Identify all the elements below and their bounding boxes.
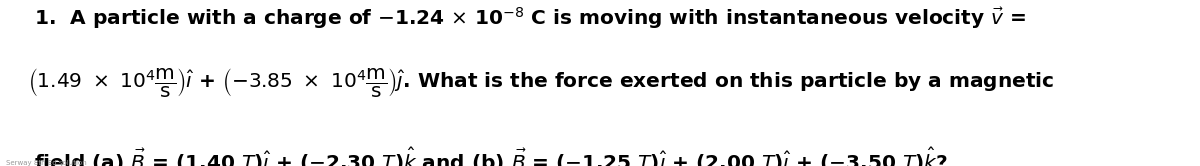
Text: field (a) $\vec{B}$ = (1.40 $T$)$\hat{\imath}$ + ($-$2.30 $T$)$\hat{k}$ and (b) : field (a) $\vec{B}$ = (1.40 $T$)$\hat{\i… <box>34 146 947 166</box>
Text: Serway 8th Ed solution: Serway 8th Ed solution <box>6 160 86 166</box>
Text: 1.  A particle with a charge of $-$1.24 $\times$ 10$^{-8}$ C is moving with inst: 1. A particle with a charge of $-$1.24 $… <box>34 5 1026 31</box>
Text: $\left(1.49\ \times\ 10^4\dfrac{\mathrm{m}}{\mathrm{s}}\right)\hat{\imath}$ + $\: $\left(1.49\ \times\ 10^4\dfrac{\mathrm{… <box>28 66 1054 99</box>
